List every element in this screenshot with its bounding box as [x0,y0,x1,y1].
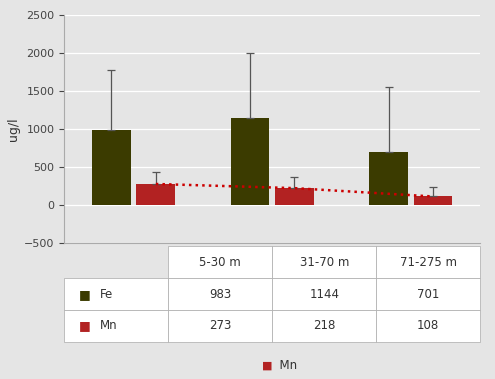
Text: ■: ■ [262,361,272,371]
Y-axis label: ug/l: ug/l [7,117,20,141]
Bar [92,130,131,205]
Text: Mn: Mn [272,359,297,372]
Text: Mn: Mn [99,319,117,332]
Bar [137,184,175,205]
Text: Fe: Fe [99,288,113,301]
Text: ■: ■ [79,319,91,332]
Bar [369,152,408,205]
Text: ■: ■ [79,288,91,301]
Bar [275,188,314,205]
Bar [414,196,452,205]
Bar [231,118,269,205]
